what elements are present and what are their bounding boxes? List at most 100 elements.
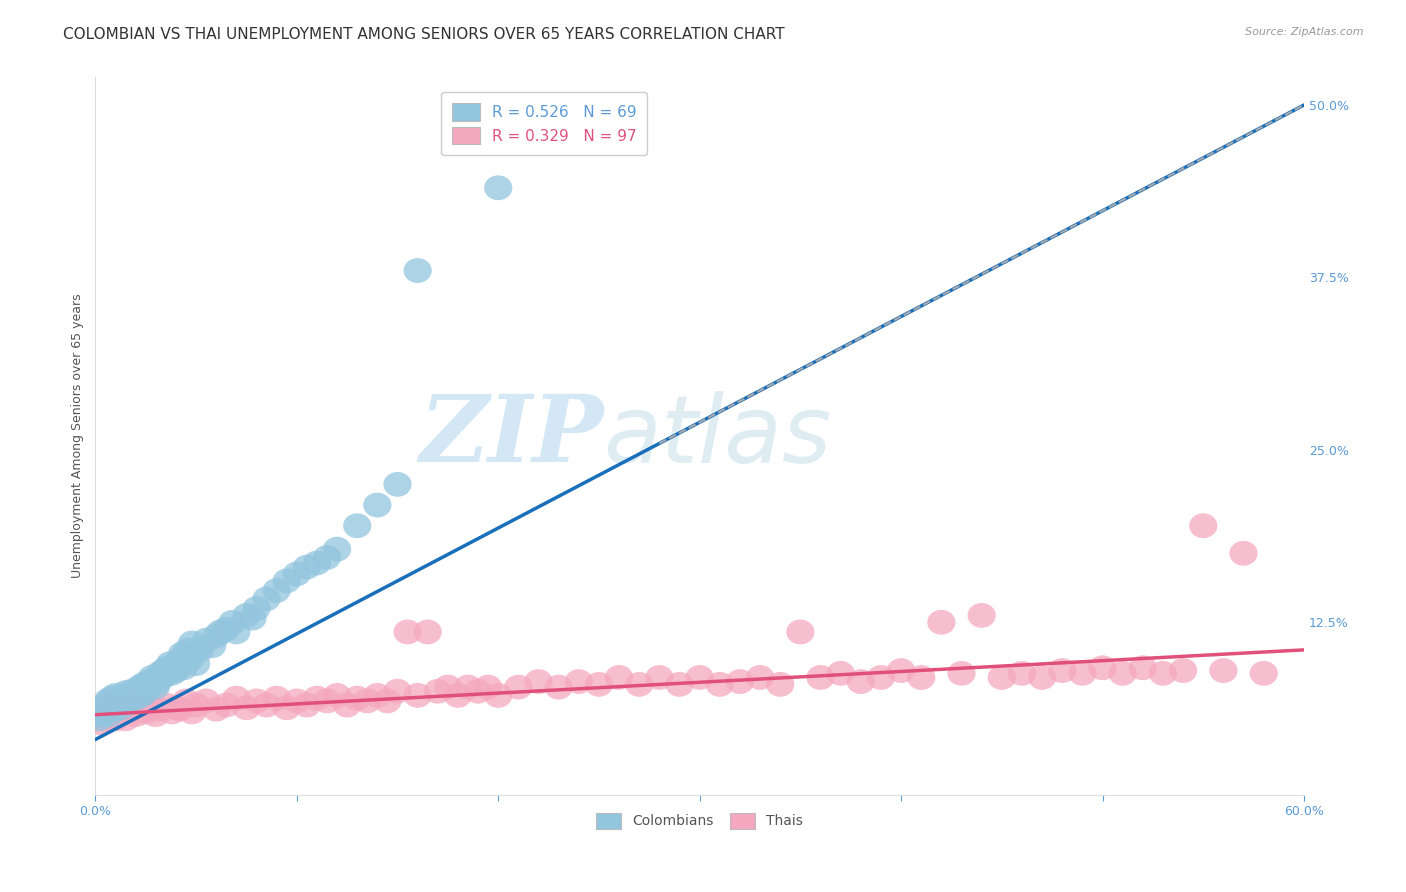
Ellipse shape: [374, 689, 402, 714]
Ellipse shape: [232, 696, 260, 720]
Ellipse shape: [454, 674, 482, 699]
Ellipse shape: [263, 686, 291, 711]
Ellipse shape: [987, 665, 1017, 690]
Text: COLOMBIAN VS THAI UNEMPLOYMENT AMONG SENIORS OVER 65 YEARS CORRELATION CHART: COLOMBIAN VS THAI UNEMPLOYMENT AMONG SEN…: [63, 27, 785, 42]
Ellipse shape: [1129, 656, 1157, 681]
Ellipse shape: [363, 492, 391, 517]
Ellipse shape: [86, 706, 114, 731]
Ellipse shape: [464, 679, 492, 704]
Ellipse shape: [179, 631, 207, 656]
Ellipse shape: [273, 568, 301, 593]
Ellipse shape: [253, 586, 281, 611]
Ellipse shape: [343, 686, 371, 711]
Ellipse shape: [585, 672, 613, 697]
Ellipse shape: [101, 683, 129, 707]
Ellipse shape: [1069, 661, 1097, 686]
Ellipse shape: [686, 665, 714, 690]
Ellipse shape: [394, 620, 422, 644]
Ellipse shape: [1028, 665, 1056, 690]
Ellipse shape: [105, 702, 134, 727]
Ellipse shape: [786, 620, 814, 644]
Ellipse shape: [111, 681, 139, 705]
Ellipse shape: [134, 674, 162, 699]
Ellipse shape: [207, 620, 235, 644]
Ellipse shape: [90, 699, 118, 724]
Ellipse shape: [152, 692, 180, 717]
Ellipse shape: [110, 692, 138, 717]
Ellipse shape: [202, 624, 231, 648]
Ellipse shape: [152, 661, 180, 686]
Ellipse shape: [157, 661, 186, 686]
Ellipse shape: [96, 702, 124, 727]
Ellipse shape: [505, 674, 533, 699]
Ellipse shape: [363, 683, 391, 707]
Ellipse shape: [129, 672, 157, 697]
Ellipse shape: [544, 674, 572, 699]
Ellipse shape: [162, 696, 190, 720]
Ellipse shape: [323, 683, 352, 707]
Ellipse shape: [125, 674, 153, 699]
Ellipse shape: [128, 683, 156, 707]
Ellipse shape: [101, 706, 129, 731]
Ellipse shape: [114, 689, 142, 714]
Ellipse shape: [242, 596, 270, 621]
Ellipse shape: [484, 176, 512, 200]
Ellipse shape: [142, 702, 170, 727]
Ellipse shape: [1149, 661, 1177, 686]
Ellipse shape: [91, 706, 120, 731]
Y-axis label: Unemployment Among Seniors over 65 years: Unemployment Among Seniors over 65 years: [72, 293, 84, 578]
Ellipse shape: [474, 674, 502, 699]
Ellipse shape: [665, 672, 693, 697]
Ellipse shape: [384, 472, 412, 497]
Ellipse shape: [181, 692, 209, 717]
Ellipse shape: [1088, 656, 1116, 681]
Ellipse shape: [314, 689, 342, 714]
Ellipse shape: [146, 661, 174, 686]
Ellipse shape: [212, 692, 240, 717]
Ellipse shape: [143, 669, 172, 694]
Ellipse shape: [887, 658, 915, 683]
Ellipse shape: [121, 686, 149, 711]
Ellipse shape: [283, 689, 311, 714]
Ellipse shape: [444, 683, 472, 707]
Ellipse shape: [1168, 658, 1197, 683]
Ellipse shape: [868, 665, 896, 690]
Ellipse shape: [292, 692, 321, 717]
Ellipse shape: [302, 550, 330, 575]
Ellipse shape: [118, 679, 146, 704]
Ellipse shape: [413, 620, 441, 644]
Ellipse shape: [1229, 541, 1257, 566]
Ellipse shape: [97, 686, 125, 711]
Ellipse shape: [124, 679, 152, 704]
Ellipse shape: [343, 513, 371, 538]
Ellipse shape: [172, 644, 200, 669]
Ellipse shape: [181, 651, 209, 676]
Ellipse shape: [242, 689, 270, 714]
Ellipse shape: [114, 699, 142, 724]
Ellipse shape: [253, 692, 281, 717]
Ellipse shape: [1108, 661, 1137, 686]
Ellipse shape: [96, 697, 124, 722]
Ellipse shape: [172, 689, 200, 714]
Ellipse shape: [239, 606, 267, 631]
Ellipse shape: [174, 638, 202, 662]
Ellipse shape: [135, 669, 165, 694]
Ellipse shape: [176, 647, 204, 672]
Ellipse shape: [404, 258, 432, 283]
Ellipse shape: [107, 697, 135, 722]
Ellipse shape: [105, 689, 134, 714]
Ellipse shape: [928, 610, 956, 635]
Ellipse shape: [404, 683, 432, 707]
Ellipse shape: [827, 661, 855, 686]
Legend: Colombians, Thais: Colombians, Thais: [591, 807, 808, 834]
Ellipse shape: [846, 669, 875, 694]
Ellipse shape: [82, 699, 110, 724]
Ellipse shape: [222, 620, 250, 644]
Ellipse shape: [110, 686, 138, 711]
Ellipse shape: [706, 672, 734, 697]
Ellipse shape: [1209, 658, 1237, 683]
Ellipse shape: [165, 651, 193, 676]
Ellipse shape: [167, 641, 195, 666]
Ellipse shape: [1189, 513, 1218, 538]
Ellipse shape: [1250, 661, 1278, 686]
